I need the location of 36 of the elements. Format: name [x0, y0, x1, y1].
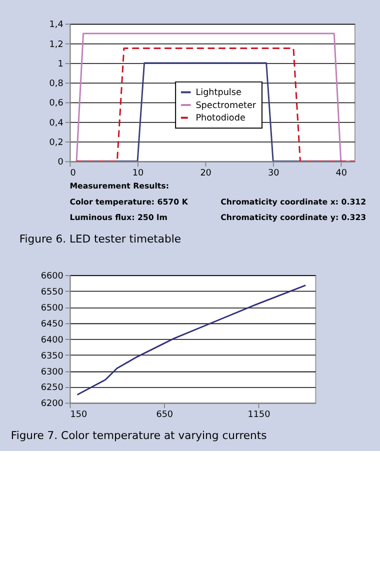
y-tick-label: 6500 [40, 303, 64, 314]
text: Figure 6. LED tester timetable [19, 232, 182, 246]
y-tick-label: 6200 [40, 399, 64, 410]
text: Chromaticity coordinate y: 0.323 [220, 213, 366, 222]
y-tick-label: 6600 [40, 272, 64, 282]
y-tick-label: 0,4 [49, 118, 64, 128]
x-tick-label: 40 [336, 168, 348, 178]
legend-label: Lightpulse [196, 88, 242, 98]
x-tick-label: 150 [70, 410, 88, 420]
line-series [76, 284, 306, 396]
text: Luminous flux: 250 lm [70, 213, 168, 222]
y-tick-label: 1,4 [49, 20, 64, 30]
text: Color temperature: 6570 K [70, 197, 189, 206]
y-tick-label: 0 [58, 158, 64, 168]
y-tick-label: 6400 [40, 335, 64, 346]
y-tick-label: 6550 [40, 287, 64, 298]
y-tick-label: 0,6 [49, 98, 64, 109]
y-tick-label: 6350 [40, 351, 64, 362]
text: Measurement Results: [70, 182, 169, 191]
x-tick-label: 20 [200, 168, 212, 178]
text: Figure 7. Color temperature at varying currents [10, 429, 268, 442]
x-tick-label: 0 [70, 168, 76, 178]
y-tick-label: 6450 [40, 319, 64, 330]
x-tick-label: 1150 [248, 410, 271, 420]
x-tick-label: 650 [156, 410, 174, 420]
y-tick-label: 0,2 [49, 138, 64, 148]
x-tick-label: 10 [132, 168, 144, 178]
y-tick-label: 6250 [40, 383, 64, 394]
y-tick-label: 1 [58, 59, 64, 70]
y-tick-label: 1,2 [49, 40, 64, 50]
legend-label: Photodiode [196, 114, 246, 124]
y-tick-label: 0,8 [49, 79, 64, 90]
legend-label: Spectrometer [196, 100, 256, 111]
text: Chromaticity coordinate x: 0.312 [220, 197, 366, 206]
y-tick-label: 6300 [40, 367, 64, 378]
x-tick-label: 30 [268, 168, 280, 178]
